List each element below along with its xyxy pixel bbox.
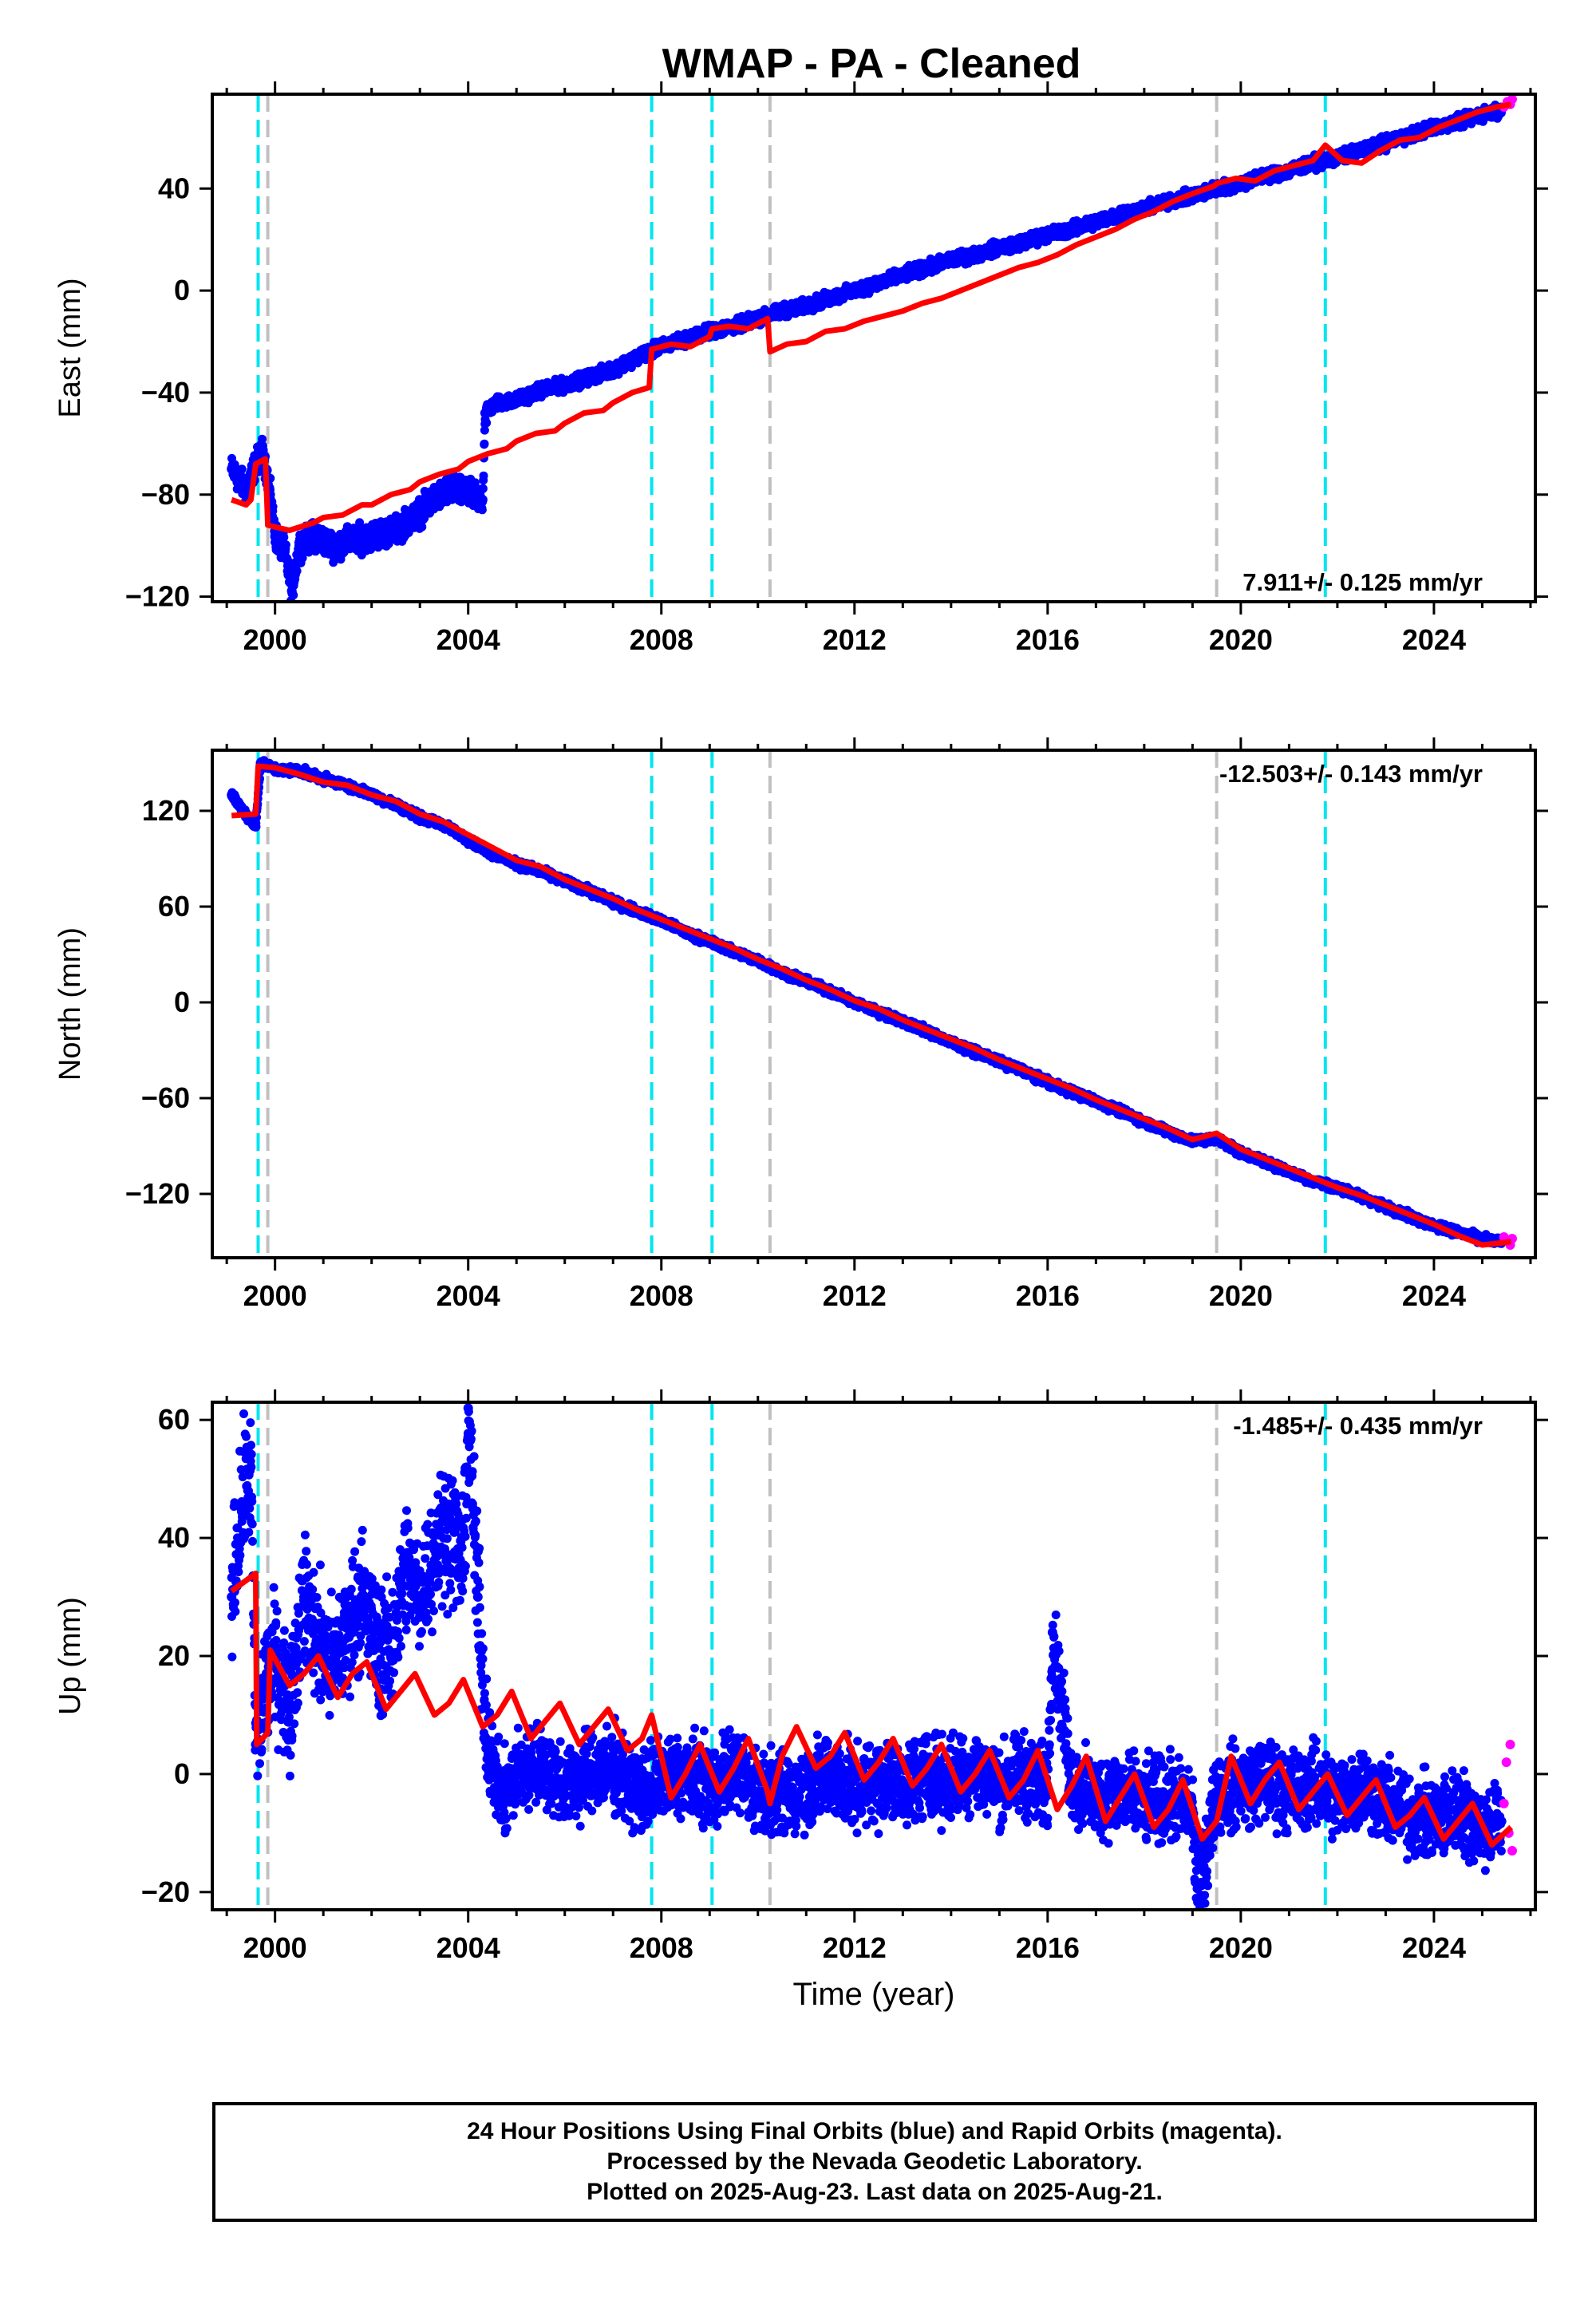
final-orbit-point xyxy=(355,518,365,528)
final-orbit-point xyxy=(415,508,425,518)
final-orbit-point xyxy=(898,270,908,280)
final-orbit-point xyxy=(874,278,884,288)
x-tick-label: 2008 xyxy=(630,623,693,656)
final-orbit-point xyxy=(632,352,642,362)
final-orbit-point xyxy=(480,408,490,418)
final-orbit-point xyxy=(478,484,488,493)
final-orbit-point xyxy=(309,530,319,540)
x-tick-label: 2012 xyxy=(823,623,887,656)
final-orbit-point xyxy=(849,286,859,296)
final-orbit-point xyxy=(417,522,427,532)
final-orbit-point xyxy=(258,434,267,444)
final-orbits-cloud xyxy=(227,101,1506,602)
rate-label: 7.911+/- 0.125 mm/yr xyxy=(1242,568,1483,596)
panel-east: −120 −80 −40 0 40 2000 2004 2008 2012 2016 2020 202… xyxy=(53,81,1548,656)
final-orbit-point xyxy=(298,553,307,563)
final-orbit-point xyxy=(681,334,691,344)
y-axis-label: East (mm) xyxy=(53,278,87,417)
panels: −120 −80 −40 0 40 2000 2004 2008 2012 2016 2020 202… xyxy=(53,81,1548,2012)
y-tick-label: 0 xyxy=(174,274,190,306)
final-orbit-point xyxy=(1091,216,1101,227)
figure-title: WMAP - PA - Cleaned xyxy=(662,41,1081,87)
final-orbit-point xyxy=(801,301,812,311)
final-orbit-point xyxy=(390,525,401,536)
final-orbit-point xyxy=(608,365,618,375)
final-orbit-point xyxy=(1042,229,1053,239)
final-orbit-point xyxy=(227,464,237,474)
final-orbit-point xyxy=(241,484,251,495)
y-tick-label: −120 xyxy=(125,580,190,613)
rapid-orbit-point xyxy=(1507,94,1517,105)
final-orbit-point xyxy=(777,306,788,316)
x-tick-label: 2016 xyxy=(1016,623,1080,656)
final-orbit-point xyxy=(480,425,489,435)
final-orbit-point xyxy=(286,587,297,597)
final-orbit-point xyxy=(284,557,294,567)
plot-area-north xyxy=(227,750,1517,1258)
final-orbit-point xyxy=(1139,204,1149,214)
final-orbit-point xyxy=(479,471,488,480)
x-tick-label: 2020 xyxy=(1209,623,1273,656)
final-orbit-point xyxy=(512,395,522,405)
final-orbit-point xyxy=(477,505,487,515)
final-orbit-point xyxy=(825,293,836,303)
final-orbit-point xyxy=(448,484,459,495)
final-orbit-point xyxy=(1018,237,1029,247)
final-orbit-point xyxy=(480,439,489,449)
plot-frame-east xyxy=(211,93,1537,603)
final-orbit-point xyxy=(328,540,338,551)
final-orbit-point xyxy=(463,489,473,500)
final-orbit-point xyxy=(482,418,492,428)
final-orbit-point xyxy=(279,532,289,542)
final-orbit-point xyxy=(268,502,278,512)
final-orbit-point xyxy=(1357,145,1367,156)
model-line-east xyxy=(231,101,1512,533)
final-orbit-point xyxy=(270,530,280,540)
final-orbit-point xyxy=(279,546,290,556)
x-tick-label: 2004 xyxy=(437,623,500,656)
final-orbit-point xyxy=(1067,224,1077,235)
y-tick-label: −40 xyxy=(141,376,190,409)
final-orbit-point xyxy=(946,255,956,265)
final-orbit-point xyxy=(922,263,932,273)
final-orbit-point xyxy=(970,250,981,260)
final-orbit-point xyxy=(583,372,594,382)
final-orbit-point xyxy=(492,397,503,408)
x-tick-label: 2000 xyxy=(243,623,307,656)
final-orbit-point xyxy=(535,385,546,395)
final-orbit-point xyxy=(1115,209,1125,219)
y-tick-label: −80 xyxy=(141,478,190,511)
final-orbit-point xyxy=(994,242,1005,252)
x-tick-label: 2024 xyxy=(1402,623,1466,656)
final-orbit-point xyxy=(258,446,268,456)
final-orbit-point xyxy=(292,567,302,575)
final-orbit-point xyxy=(347,536,358,546)
final-orbit-point xyxy=(294,540,304,551)
plot-area-east xyxy=(227,94,1517,602)
final-orbit-point xyxy=(237,464,247,474)
final-orbit-point xyxy=(559,380,570,390)
final-orbit-point xyxy=(434,489,444,500)
final-orbit-point xyxy=(477,495,488,505)
final-orbit-point xyxy=(366,530,377,540)
y-tick-label: 40 xyxy=(158,172,190,204)
final-orbit-point xyxy=(470,478,480,488)
